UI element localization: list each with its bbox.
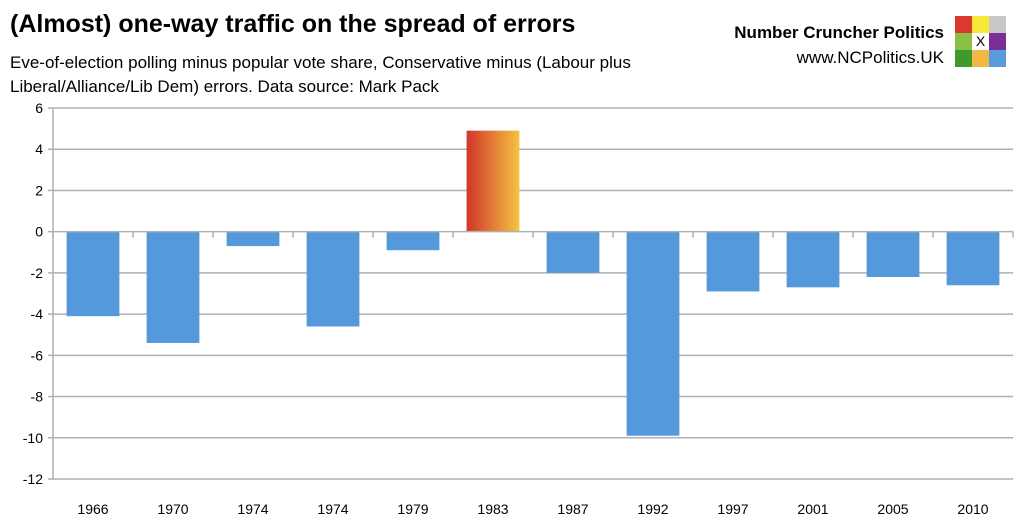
x-tick-label: 1997: [717, 501, 748, 517]
bar-1974: [226, 231, 280, 247]
bar-1979: [386, 231, 440, 251]
logo-cell: [989, 50, 1006, 67]
logo-cell: [955, 33, 972, 50]
brand: Number Cruncher Politics www.NCPolitics.…: [734, 20, 944, 70]
x-tick-label: 1987: [557, 501, 588, 517]
bar-1987: [546, 231, 600, 273]
x-tick-label: 1983: [477, 501, 508, 517]
bar-2001: [786, 231, 840, 288]
bar-2010: [946, 231, 1000, 286]
bar-1992: [626, 231, 680, 436]
y-tick-label: 6: [35, 100, 43, 116]
y-tick-label: -6: [31, 347, 44, 363]
chart-subtitle: Eve-of-election polling minus popular vo…: [10, 53, 631, 96]
bar-1997: [706, 231, 760, 292]
x-tick-label: 2010: [957, 501, 988, 517]
x-tick-label: 2001: [797, 501, 828, 517]
y-tick-label: -4: [31, 306, 44, 322]
x-tick-label: 1992: [637, 501, 668, 517]
y-tick-label: -2: [31, 265, 44, 281]
chart-title: (Almost) one-way traffic on the spread o…: [10, 10, 576, 38]
x-tick-label: 1979: [397, 501, 428, 517]
logo-cell: [989, 33, 1006, 50]
brand-name: Number Cruncher Politics: [734, 23, 944, 42]
y-tick-label: -10: [23, 430, 43, 446]
y-tick-label: 0: [35, 224, 43, 240]
bar-2005: [866, 231, 920, 278]
x-tick-label: 1966: [77, 501, 108, 517]
y-tick-label: 2: [35, 182, 43, 198]
bar-1966: [66, 231, 120, 317]
y-tick-label: 4: [35, 141, 43, 157]
logo-cell: [972, 16, 989, 33]
y-tick-label: -8: [31, 389, 44, 405]
x-tick-label: 1974: [317, 501, 348, 517]
bar-1974: [306, 231, 360, 327]
x-tick-label: 2005: [877, 501, 908, 517]
logo-cell: [989, 16, 1006, 33]
bar-1970: [146, 231, 200, 343]
logo-cell: [972, 50, 989, 67]
logo-cell: [955, 16, 972, 33]
x-tick-label: 1970: [157, 501, 188, 517]
brand-logo-icon: X: [955, 16, 1006, 67]
y-tick-label: -12: [23, 471, 43, 487]
brand-url: www.NCPolitics.UK: [796, 48, 944, 67]
logo-cell: X: [972, 33, 989, 50]
x-tick-label: 1974: [237, 501, 268, 517]
logo-cell: [955, 50, 972, 67]
bar-1983: [466, 130, 520, 232]
